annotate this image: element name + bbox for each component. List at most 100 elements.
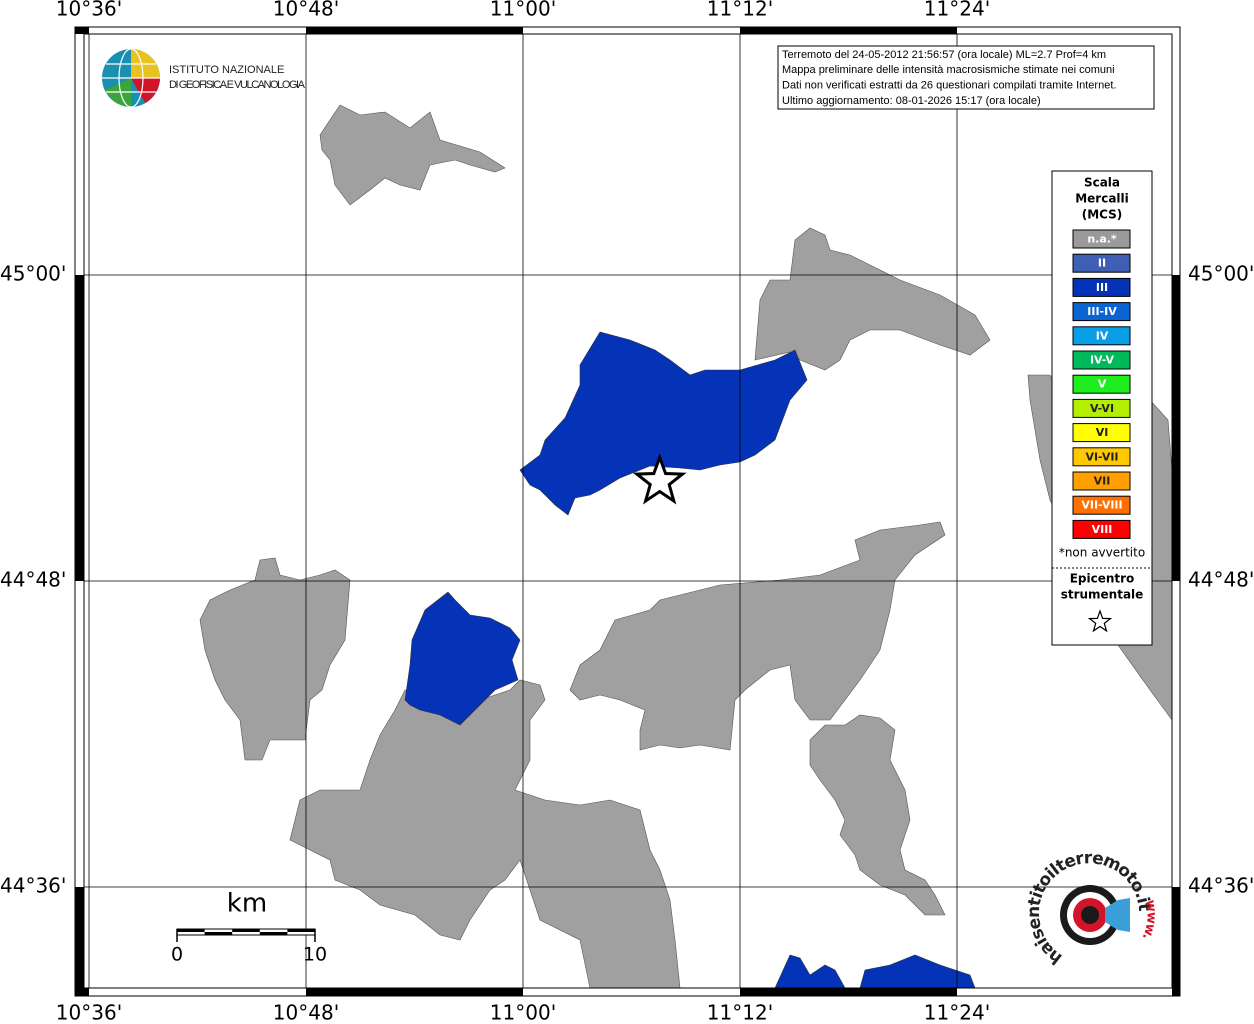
logo-globe	[131, 78, 160, 103]
frame-bar	[1172, 275, 1180, 581]
legend-label: VII	[1094, 475, 1111, 488]
frame-inner	[83, 33, 1173, 989]
legend-label: n.a.*	[1087, 233, 1117, 246]
lat-label: 45°00'	[1188, 262, 1254, 286]
municipality	[519, 331, 808, 516]
legend-label: IV-V	[1090, 354, 1115, 367]
scale-bar-seg	[287, 929, 315, 932]
legend-label: VIII	[1092, 523, 1113, 536]
municipality	[404, 591, 521, 726]
legend-swatch	[1072, 229, 1131, 249]
legend-label: III	[1096, 281, 1108, 294]
municipality	[754, 227, 991, 371]
info-lines: Terremoto del 24-05-2012 21:56:57 (ora l…	[782, 49, 1116, 107]
legend-swatch	[1072, 471, 1131, 491]
scale-bar-seg	[259, 932, 288, 935]
frame-bar	[740, 988, 957, 996]
logo-ring	[1081, 906, 1099, 924]
lon-label: 11°24'	[924, 0, 990, 21]
info-line: Terremoto del 24-05-2012 21:56:57 (ora l…	[782, 49, 1106, 61]
scale-bar-seg	[177, 929, 205, 932]
legend-label: IV	[1096, 329, 1109, 342]
lon-label: 10°36'	[56, 0, 122, 21]
logo-globe-lines	[102, 48, 160, 108]
lon-label: 10°36'	[56, 1001, 122, 1024]
legend-swatch	[1072, 277, 1131, 297]
legend-label: VI-VII	[1085, 450, 1118, 463]
legend-title: (MCS)	[1082, 208, 1123, 222]
info-line: Ultimo aggiornamento: 08-01-2026 15:17 (…	[782, 95, 1041, 107]
legend-epicenter-label: Epicentro	[1070, 572, 1135, 586]
legend-label: II	[1098, 257, 1106, 270]
site-logo: haisentitoilterremoto.it www.	[1024, 848, 1159, 968]
scale-tick-label: 0	[171, 944, 183, 966]
lat-label: 44°36'	[0, 874, 66, 898]
epicenter	[632, 453, 687, 505]
scale-tick-label: 10	[303, 944, 327, 966]
legend-swatch	[1072, 519, 1131, 539]
legend-swatch	[1072, 495, 1131, 515]
legend-epicenter-label: strumentale	[1061, 588, 1144, 602]
frame-bar	[75, 27, 89, 34]
scale-bar-seg	[232, 929, 260, 932]
lat-label: 44°36'	[1188, 874, 1254, 898]
scale-bar-seg	[204, 932, 233, 935]
lon-label: 11°24'	[924, 1001, 990, 1024]
lon-label: 11°00'	[490, 1001, 556, 1024]
legend: ScalaMercalli(MCS)n.a.*IIIIIIII-IVIVIV-V…	[1051, 170, 1153, 646]
logo-speaker	[1105, 898, 1130, 932]
legend-label: VII-VIII	[1081, 499, 1122, 512]
ingv-logo: ISTITUTO NAZIONALE DI GEOFISICA E VULCAN…	[102, 48, 306, 108]
lat-label: 44°48'	[1188, 568, 1254, 592]
legend-label: V	[1098, 378, 1107, 391]
legend-note: *non avvertito	[1059, 546, 1145, 560]
municipality	[774, 954, 846, 989]
frame-bar	[306, 988, 523, 996]
frame-bar	[306, 27, 523, 34]
lon-label: 10°48'	[273, 0, 339, 21]
legend-title: Scala	[1084, 176, 1120, 190]
municipality	[319, 104, 506, 206]
legend-swatch	[1072, 374, 1131, 394]
legend-swatch	[1072, 253, 1131, 273]
frame-bar	[1172, 887, 1180, 996]
frame	[74, 26, 1181, 997]
legend-swatch	[1072, 447, 1131, 467]
logo-text: DI GEOFISICA E VULCANOLOGIA	[169, 79, 306, 91]
info-line: Dati non verificati estratti da 26 quest…	[782, 80, 1116, 92]
municipality	[199, 557, 351, 761]
lon-label: 11°00'	[490, 0, 556, 21]
scale-bar: km 0 10	[171, 889, 327, 966]
legend-swatch	[1072, 302, 1131, 322]
lon-label: 11°12'	[707, 0, 773, 21]
lon-label: 11°12'	[707, 1001, 773, 1024]
legend-swatch	[1072, 423, 1131, 443]
municipality	[859, 954, 976, 989]
legend-label: III-IV	[1087, 305, 1117, 318]
logo-text: ISTITUTO NAZIONALE	[169, 64, 284, 76]
logo-prefix: www.	[1139, 899, 1159, 942]
municipality	[809, 714, 946, 916]
scale-unit: km	[227, 889, 267, 919]
lat-label: 44°48'	[0, 568, 66, 592]
legend-star	[1087, 609, 1113, 633]
legend-swatch	[1072, 326, 1131, 346]
info-box: Terremoto del 24-05-2012 21:56:57 (ora l…	[777, 45, 1155, 110]
info-line: Mappa preliminare delle intensità macros…	[782, 64, 1115, 76]
info-frame	[777, 45, 1155, 110]
frame-bar	[75, 887, 84, 996]
lon-label: 10°48'	[273, 1001, 339, 1024]
legend-label: VI	[1096, 426, 1109, 439]
legend-label: V-VI	[1090, 402, 1114, 415]
legend-swatch	[1072, 350, 1131, 370]
municipality	[289, 679, 681, 989]
legend-swatch	[1072, 398, 1131, 418]
municipalities	[199, 104, 1173, 989]
frame-bar	[740, 27, 957, 34]
lat-label: 45°00'	[0, 262, 66, 286]
logo-prefix-path: www.	[1139, 899, 1159, 942]
municipality	[569, 521, 946, 751]
frame-bar	[75, 275, 84, 581]
